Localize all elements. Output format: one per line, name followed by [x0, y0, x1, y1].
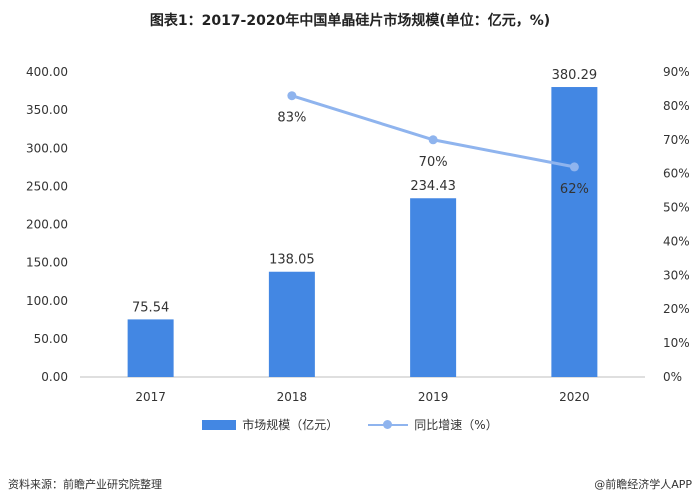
y-right-tick-label: 40% — [663, 234, 690, 248]
bar-value-label: 380.29 — [552, 68, 598, 83]
y-right-tick-label: 0% — [663, 370, 682, 384]
y-left-tick-label: 200.00 — [26, 218, 68, 232]
y-right-tick-label: 90% — [663, 65, 690, 79]
growth-value-label: 83% — [277, 111, 306, 126]
y-left-tick-label: 0.00 — [41, 370, 68, 384]
combo-chart: 0.00 50.00 100.00 150.00 200.00 250.00 300.00 3… — [26, 65, 690, 404]
y-right-tick-label: 60% — [663, 167, 690, 181]
bar-value-label: 138.05 — [269, 253, 315, 268]
bar — [127, 319, 174, 377]
y-right-tick-label: 50% — [663, 201, 690, 215]
line-series — [287, 91, 579, 172]
chart-axes: 0.00 50.00 100.00 150.00 200.00 250.00 300.00 3… — [26, 65, 690, 404]
source-note: 资料来源：前瞻产业研究院整理 — [8, 478, 162, 491]
y-left-tick-label: 350.00 — [26, 103, 68, 117]
legend: 市场规模（亿元） 同比增速（%） — [0, 416, 700, 433]
bar — [410, 198, 457, 377]
brand-note: @前瞻经济学人APP — [594, 478, 692, 491]
y-left-tick-label: 150.00 — [26, 256, 68, 270]
y-left-tick-label: 100.00 — [26, 294, 68, 308]
growth-point — [428, 135, 438, 145]
legend-bar-swatch — [202, 419, 237, 430]
y-right-tick-label: 30% — [663, 268, 690, 282]
y-left-tick-label: 300.00 — [26, 141, 68, 155]
chart-title: 图表1：2017-2020年中国单晶硅片市场规模(单位：亿元，%) — [149, 13, 551, 29]
y-right-tick-label: 10% — [663, 336, 690, 350]
bar-value-label: 234.43 — [410, 179, 456, 194]
y-right-tick-label: 80% — [663, 99, 690, 113]
legend-bar-label: 市场规模（亿元） — [242, 418, 339, 432]
y-left-tick-label: 50.00 — [34, 332, 68, 346]
growth-value-label: 70% — [419, 155, 448, 170]
y-left-tick-label: 400.00 — [26, 65, 68, 79]
x-tick-label: 2019 — [418, 390, 449, 404]
bar — [551, 87, 598, 378]
growth-value-label: 62% — [560, 182, 589, 197]
legend-item-bar: 市场规模（亿元） — [202, 416, 338, 433]
x-tick-label: 2017 — [135, 390, 166, 404]
data-labels: 75.54 138.05 234.43 380.29 83% 70% 62% — [132, 68, 597, 315]
bar — [268, 271, 315, 377]
y-right-tick-label: 20% — [663, 302, 690, 316]
bar-series — [127, 87, 598, 378]
legend-item-line: 同比增速（%） — [368, 416, 498, 433]
legend-line-label: 同比增速（%） — [414, 418, 498, 432]
growth-point — [287, 91, 297, 101]
bar-value-label: 75.54 — [132, 300, 169, 315]
growth-point — [569, 162, 579, 172]
legend-line-swatch — [368, 419, 409, 430]
x-tick-label: 2020 — [559, 390, 590, 404]
y-right-tick-label: 70% — [663, 133, 690, 147]
y-left-tick-label: 250.00 — [26, 179, 68, 193]
x-tick-label: 2018 — [277, 390, 308, 404]
